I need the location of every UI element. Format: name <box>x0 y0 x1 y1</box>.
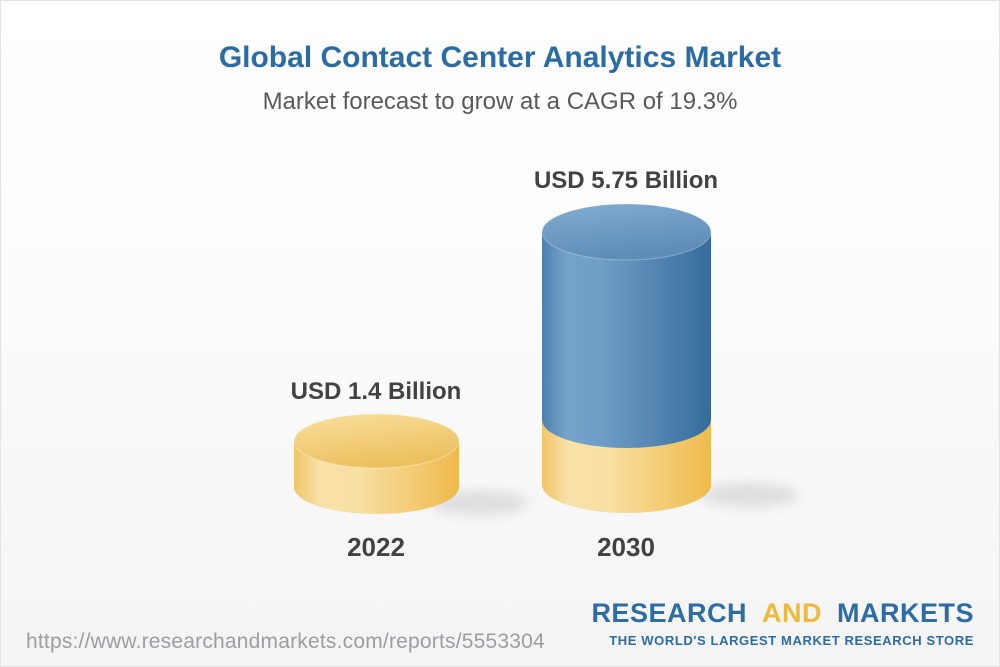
logo-word-markets: MARKETS <box>837 598 974 628</box>
bar-2030-shadow <box>699 483 799 507</box>
axis-label-2030: 2030 <box>597 532 655 562</box>
bar-2030-cylinder <box>541 203 712 513</box>
bar-2030-body <box>542 232 711 448</box>
logo-tagline: THE WORLD'S LARGEST MARKET RESEARCH STOR… <box>609 633 974 648</box>
logo-word-and: AND <box>761 598 822 628</box>
brand-logo: RESEARCH AND MARKETS THE WORLD'S LARGEST… <box>591 600 974 649</box>
logo-wordmark: RESEARCH AND MARKETS <box>591 600 974 627</box>
axis-label-2022: 2022 <box>347 532 405 562</box>
source-url: https://www.researchandmarkets.com/repor… <box>26 630 545 653</box>
bar-2030-overlay-2022-segment <box>542 420 711 513</box>
bar-2022-cylinder <box>293 413 460 514</box>
bar-2022-top <box>293 413 460 469</box>
value-label-2030: USD 5.75 Billion <box>533 167 719 194</box>
page-subtitle: Market forecast to grow at a CAGR of 19.… <box>262 88 738 115</box>
bar-2030-top <box>541 203 712 261</box>
page-title: Global Contact Center Analytics Market <box>218 41 782 74</box>
logo-word-research: RESEARCH <box>591 598 747 628</box>
bar-2022-shadow <box>429 491 529 515</box>
value-label-2022: USD 1.4 Billion <box>290 378 462 405</box>
